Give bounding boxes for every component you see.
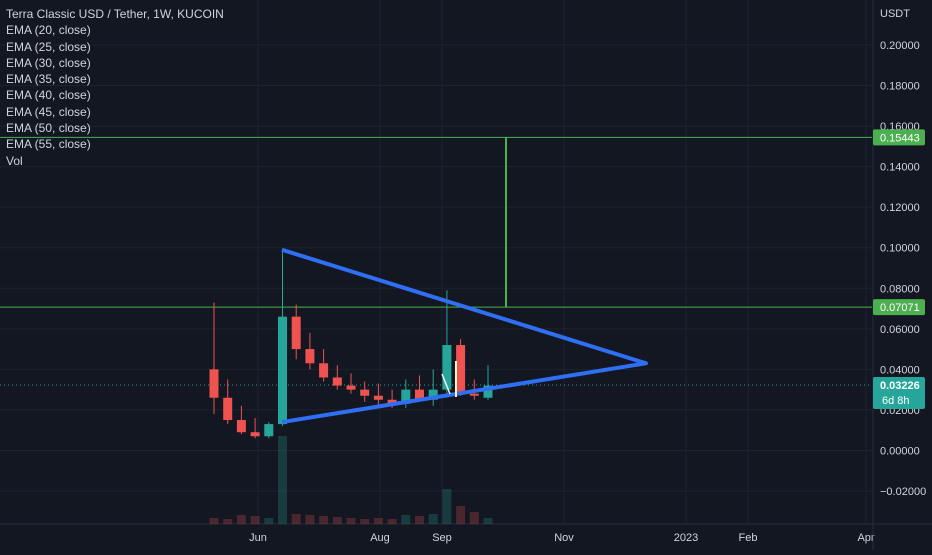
candle-body xyxy=(373,395,383,400)
volume-bar xyxy=(278,436,287,524)
x-tick-label: Aug xyxy=(370,532,390,544)
y-tick-label: 0.20000 xyxy=(880,40,920,52)
volume-bar xyxy=(469,512,479,524)
x-tick-label: Feb xyxy=(739,532,758,544)
volume-bar xyxy=(483,518,493,524)
y-tick-label: 0.04000 xyxy=(880,364,920,376)
volume-bar xyxy=(305,515,315,524)
last-price-tag xyxy=(873,377,925,410)
y-tick-label: 0.00000 xyxy=(880,445,920,457)
price-level-tag xyxy=(873,299,925,316)
volume-bar xyxy=(250,516,260,524)
volume-bar xyxy=(373,518,383,524)
volume-bar xyxy=(319,516,329,524)
candle-body xyxy=(223,397,233,421)
last-price-label: 0.03226 xyxy=(880,380,920,392)
legend-ema-45[interactable]: EMA (45, close) xyxy=(6,104,91,119)
legend-ema-40[interactable]: EMA (40, close) xyxy=(6,88,91,103)
volume-bar xyxy=(415,516,424,524)
candle-body xyxy=(442,345,452,390)
volume-bar xyxy=(360,519,370,524)
x-tick-label: Sep xyxy=(432,532,452,544)
drawing-mark xyxy=(441,373,451,395)
candle-body xyxy=(387,399,397,404)
candle-body xyxy=(291,316,301,350)
chart-title[interactable]: Terra Classic USD / Tether, 1W, KUCOIN xyxy=(6,7,224,21)
price-level-tag xyxy=(873,129,925,146)
volume-bar xyxy=(456,506,466,524)
legend-ema-25[interactable]: EMA (25, close) xyxy=(6,39,91,54)
candle-body xyxy=(319,363,329,378)
volume-bar xyxy=(332,517,342,524)
x-tick-label: Nov xyxy=(554,532,574,544)
price-level-label: 0.15443 xyxy=(880,132,920,144)
volume-bar xyxy=(401,515,411,524)
candle-body xyxy=(305,349,315,364)
x-tick-label: Jun xyxy=(249,532,267,544)
volume-bar xyxy=(291,514,301,524)
chart-legend: Terra Classic USD / Tether, 1W, KUCOIN E… xyxy=(6,6,224,169)
candle-body xyxy=(209,369,219,398)
volume-bar xyxy=(209,518,219,524)
y-tick-label: 0.06000 xyxy=(880,324,920,336)
legend-ema-20[interactable]: EMA (20, close) xyxy=(6,23,91,38)
candle-body xyxy=(415,389,424,400)
candle-body xyxy=(469,393,479,396)
legend-volume[interactable]: Vol xyxy=(6,153,23,168)
volume-bar xyxy=(236,515,246,524)
candle-body xyxy=(332,377,342,386)
volume-bar xyxy=(428,514,438,524)
volume-bar xyxy=(264,518,274,524)
price-level-label: 0.07071 xyxy=(880,302,920,314)
y-tick-label: 0.14000 xyxy=(880,162,920,174)
x-tick-label: Apr xyxy=(857,532,874,544)
x-tick-label: 2023 xyxy=(674,532,698,544)
currency-label: USDT xyxy=(880,8,910,20)
volume-bar xyxy=(442,489,452,524)
volume-bar xyxy=(387,519,397,524)
legend-ema-30[interactable]: EMA (30, close) xyxy=(6,55,91,70)
legend-ema-55[interactable]: EMA (55, close) xyxy=(6,137,91,152)
candle-body xyxy=(250,432,260,437)
candle-countdown-label: 6d 8h xyxy=(882,395,910,407)
candle-body xyxy=(346,385,356,390)
legend-ema-35[interactable]: EMA (35, close) xyxy=(6,72,91,87)
volume-bar xyxy=(223,519,233,524)
triangle-pattern xyxy=(281,247,648,425)
candle-body xyxy=(360,389,370,396)
candle-body xyxy=(428,389,438,400)
y-tick-label: 0.10000 xyxy=(880,243,920,255)
y-tick-label: −0.02000 xyxy=(880,486,926,498)
y-tick-label: 0.08000 xyxy=(880,283,920,295)
volume-bar xyxy=(346,518,356,524)
candle-body xyxy=(264,424,274,437)
candle-body xyxy=(401,389,411,404)
candle-body xyxy=(278,316,287,425)
candle-body xyxy=(483,385,493,398)
y-tick-label: 0.18000 xyxy=(880,81,920,93)
y-tick-label: 0.12000 xyxy=(880,202,920,214)
candle-body xyxy=(456,345,466,394)
candle-body xyxy=(236,420,246,433)
legend-ema-50[interactable]: EMA (50, close) xyxy=(6,121,91,136)
